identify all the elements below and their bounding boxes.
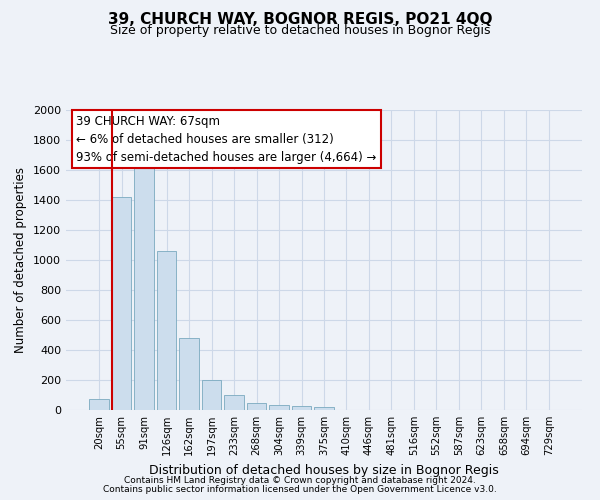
Bar — [202, 380, 221, 410]
Text: 39 CHURCH WAY: 67sqm
← 6% of detached houses are smaller (312)
93% of semi-detac: 39 CHURCH WAY: 67sqm ← 6% of detached ho… — [76, 114, 377, 164]
Text: Contains HM Land Registry data © Crown copyright and database right 2024.: Contains HM Land Registry data © Crown c… — [124, 476, 476, 485]
Bar — [292, 406, 311, 410]
Bar — [224, 395, 244, 410]
Bar — [314, 407, 334, 410]
Bar — [89, 399, 109, 410]
Bar — [179, 338, 199, 410]
Bar — [247, 402, 266, 410]
Text: Contains public sector information licensed under the Open Government Licence v3: Contains public sector information licen… — [103, 485, 497, 494]
Bar — [157, 251, 176, 410]
Text: Size of property relative to detached houses in Bognor Regis: Size of property relative to detached ho… — [110, 24, 490, 37]
X-axis label: Distribution of detached houses by size in Bognor Regis: Distribution of detached houses by size … — [149, 464, 499, 476]
Bar — [269, 405, 289, 410]
Text: 39, CHURCH WAY, BOGNOR REGIS, PO21 4QQ: 39, CHURCH WAY, BOGNOR REGIS, PO21 4QQ — [108, 12, 492, 28]
Bar — [134, 166, 154, 410]
Y-axis label: Number of detached properties: Number of detached properties — [14, 167, 28, 353]
Bar — [112, 197, 131, 410]
